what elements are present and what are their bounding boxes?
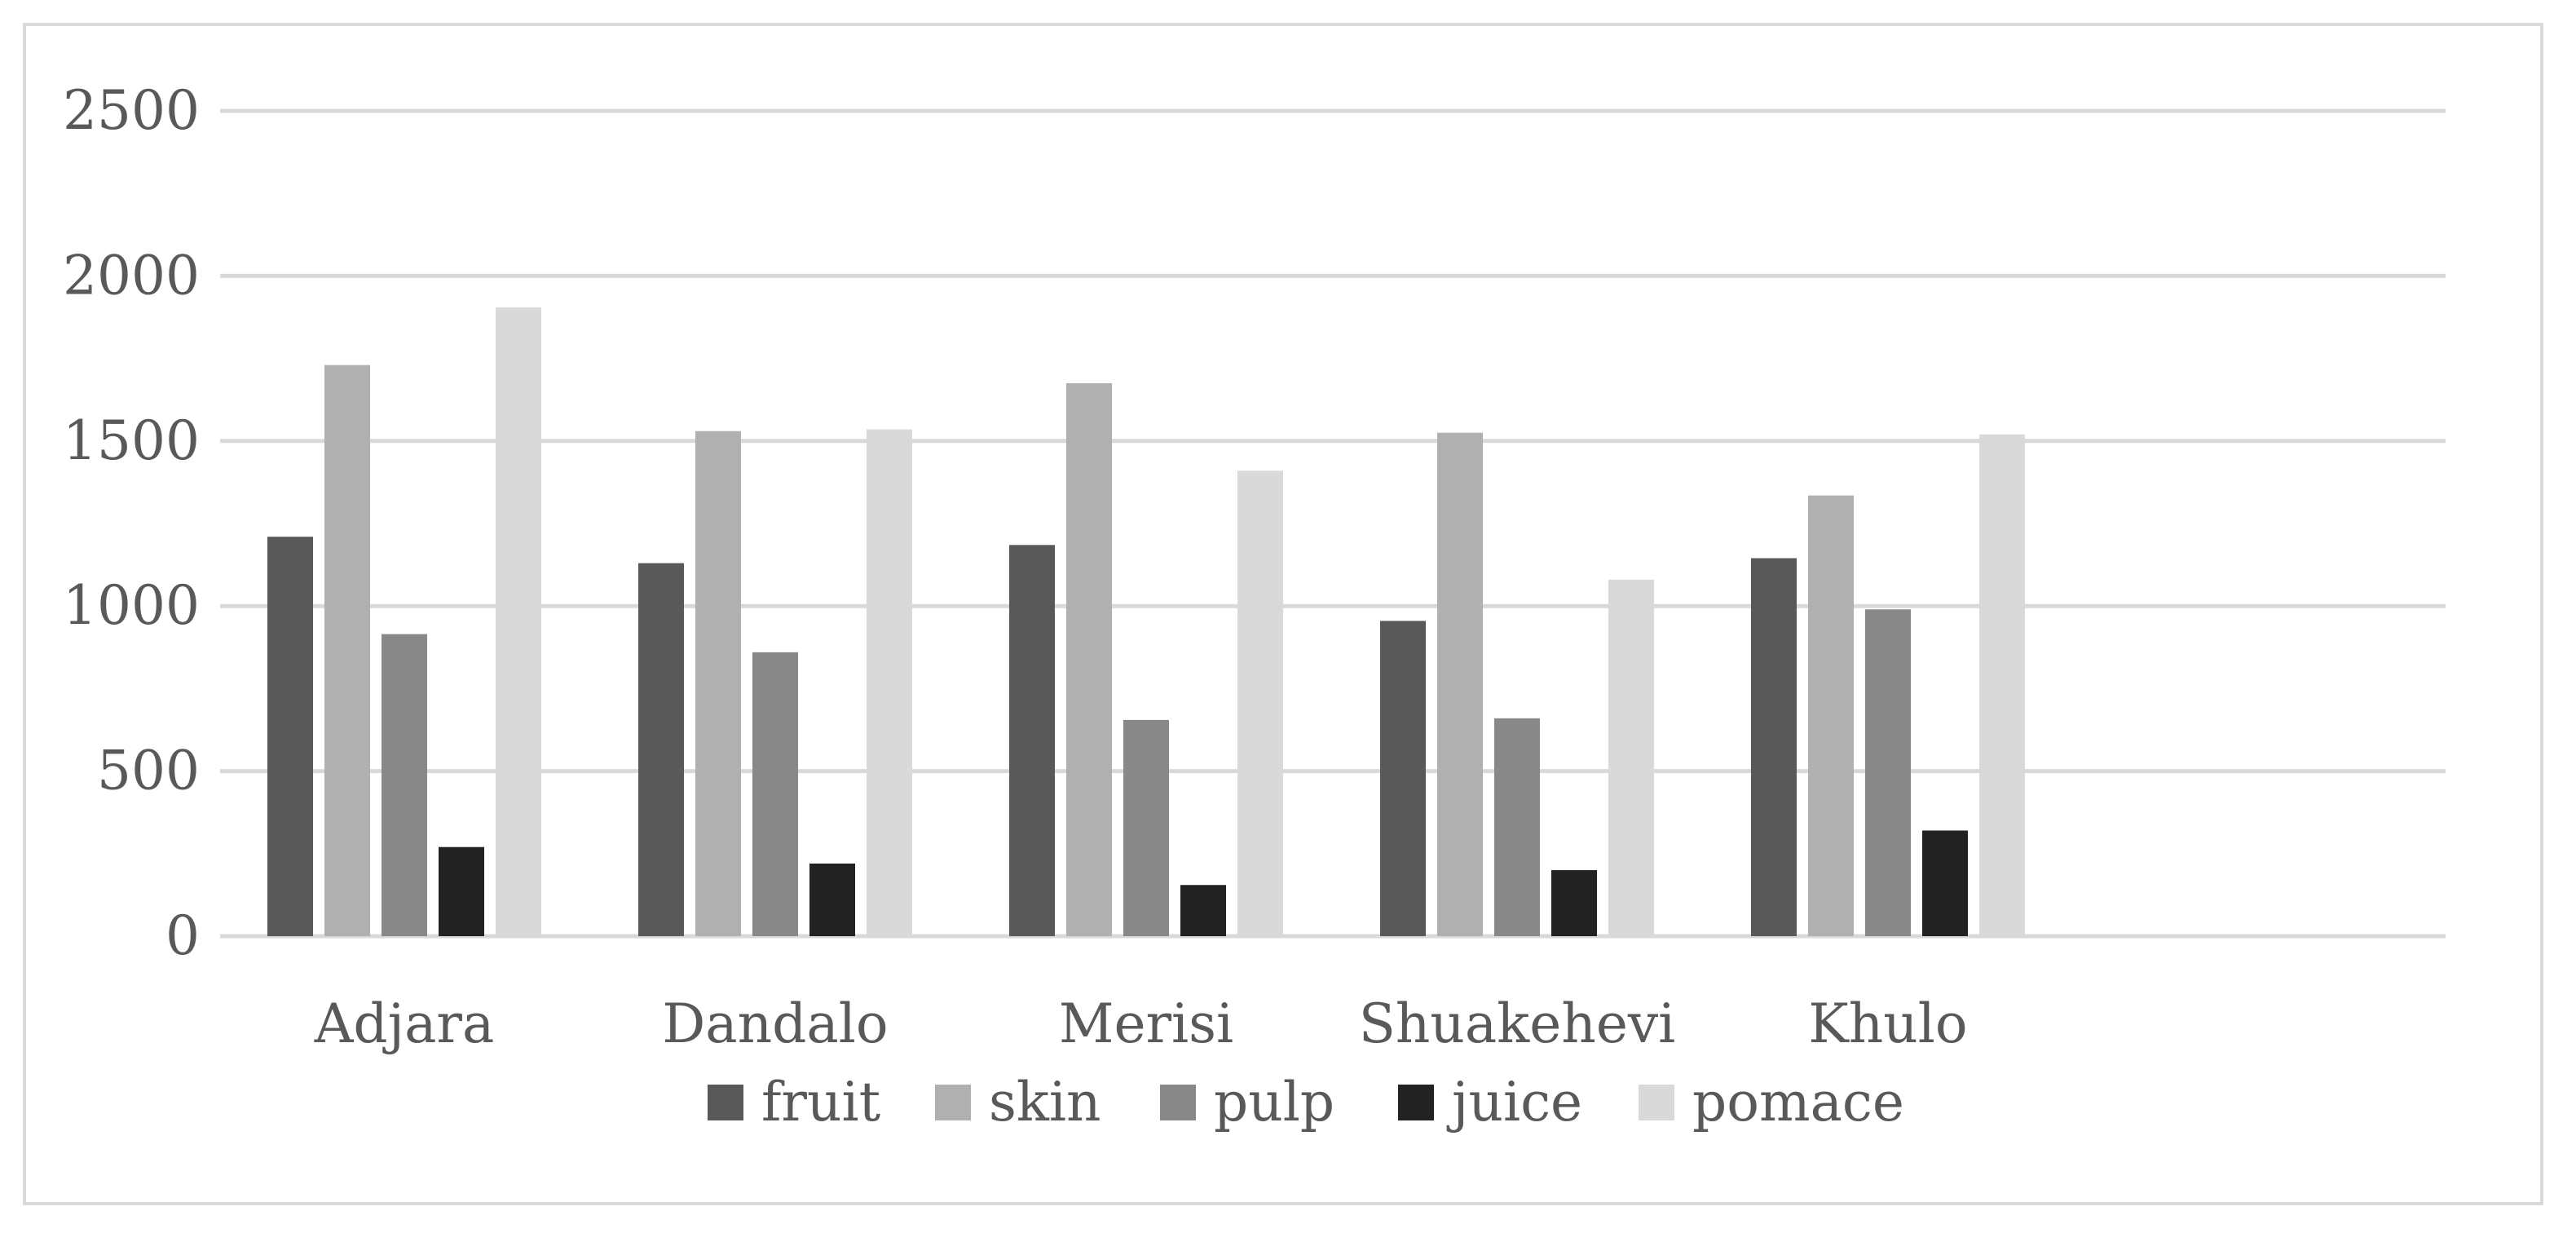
- legend: fruit skin pulp juice pomace: [708, 1071, 1904, 1134]
- bar-pomace-khulo: [1979, 434, 2025, 936]
- legend-swatch-skin: [935, 1085, 971, 1120]
- x-category-label: Dandalo: [662, 992, 888, 1055]
- gridlines: [220, 108, 2446, 939]
- bar-skin-shuakehevi: [1437, 432, 1483, 936]
- bar-pomace-merisi: [1237, 471, 1283, 936]
- bar-fruit-adjara: [267, 537, 313, 936]
- bar-juice-merisi: [1180, 885, 1226, 936]
- bars: [267, 307, 2025, 937]
- y-tick-label: 0: [165, 904, 200, 967]
- bar-juice-dandalo: [809, 863, 855, 936]
- bar-pulp-khulo: [1865, 609, 1911, 936]
- x-category-label: Adjara: [314, 992, 495, 1055]
- bar-juice-adjara: [439, 846, 484, 936]
- bar-skin-dandalo: [695, 431, 741, 936]
- bar-fruit-khulo: [1751, 558, 1797, 936]
- bar-pulp-merisi: [1123, 719, 1169, 936]
- y-tick-label: 1500: [63, 409, 200, 472]
- bar-fruit-dandalo: [638, 563, 684, 936]
- legend-label-fruit: fruit: [761, 1071, 880, 1134]
- bar-pomace-adjara: [496, 307, 541, 937]
- legend-swatch-juice: [1398, 1085, 1434, 1120]
- bar-pulp-dandalo: [752, 652, 798, 936]
- x-category-label: Khulo: [1808, 992, 1967, 1055]
- x-category-label: Merisi: [1059, 992, 1233, 1055]
- legend-label-pomace: pomace: [1692, 1071, 1904, 1134]
- bar-pulp-adjara: [382, 634, 427, 936]
- legend-swatch-pulp: [1160, 1085, 1196, 1120]
- legend-swatch-pomace: [1639, 1085, 1674, 1120]
- y-tick-label: 2500: [63, 79, 200, 142]
- bar-pulp-shuakehevi: [1494, 718, 1540, 936]
- legend-label-pulp: pulp: [1214, 1071, 1334, 1134]
- x-category-label: Shuakehevi: [1359, 992, 1676, 1055]
- bar-pomace-shuakehevi: [1608, 579, 1654, 936]
- y-axis-ticks: 0 500 1000 1500 2000 2500: [63, 79, 200, 967]
- legend-label-skin: skin: [989, 1071, 1101, 1134]
- bar-pomace-dandalo: [867, 429, 912, 936]
- legend-swatch-fruit: [708, 1085, 743, 1120]
- y-tick-label: 500: [97, 740, 200, 802]
- bar-fruit-shuakehevi: [1380, 621, 1426, 936]
- legend-label-juice: juice: [1446, 1071, 1582, 1134]
- bar-juice-khulo: [1922, 830, 1968, 936]
- bar-skin-khulo: [1808, 495, 1854, 936]
- x-axis-labels: Adjara Dandalo Merisi Shuakehevi Khulo: [314, 992, 1968, 1055]
- bar-skin-merisi: [1066, 382, 1112, 937]
- y-tick-label: 2000: [63, 244, 200, 307]
- bar-fruit-merisi: [1009, 545, 1055, 936]
- y-tick-label: 1000: [63, 574, 200, 637]
- bar-juice-shuakehevi: [1551, 870, 1597, 936]
- bar-skin-adjara: [324, 365, 370, 936]
